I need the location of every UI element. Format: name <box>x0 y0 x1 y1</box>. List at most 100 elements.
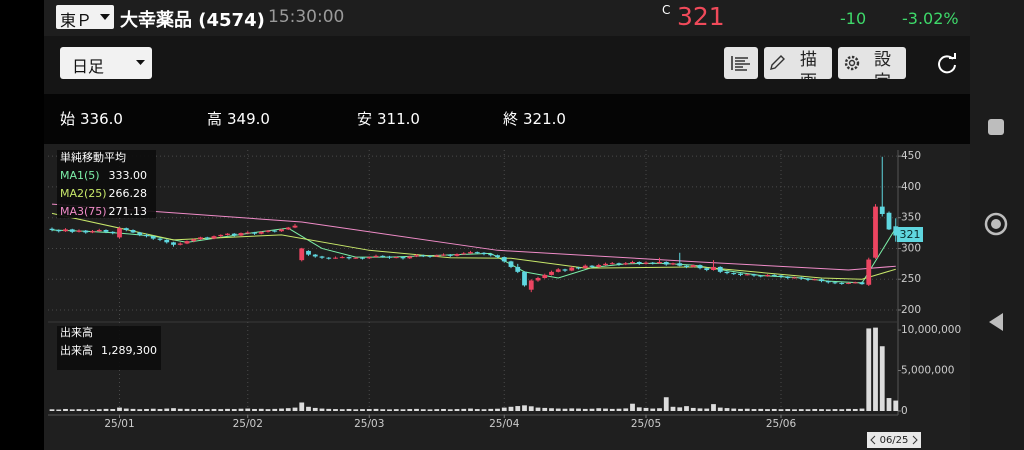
volume-bar <box>663 397 669 411</box>
x-tick-label: 25/06 <box>766 418 797 430</box>
x-tick-label: 25/03 <box>354 418 384 430</box>
y-tick-label: 300 <box>901 242 921 254</box>
candle-body <box>245 232 251 234</box>
candle-body <box>380 255 386 257</box>
volume-legend-box <box>57 326 161 370</box>
candle-body <box>420 255 426 257</box>
volume-bar <box>785 409 791 411</box>
chart-area <box>44 144 970 450</box>
candle-body <box>859 282 865 285</box>
volume-bar <box>555 408 561 411</box>
volume-bar <box>157 409 163 411</box>
candle-body <box>825 281 831 283</box>
market-select[interactable]: 東Ｐ <box>56 5 114 30</box>
candle-body <box>191 239 197 242</box>
candle-body <box>731 273 737 275</box>
volume-bar <box>414 408 419 411</box>
price-change-pct: -3.02% <box>902 9 959 28</box>
ohlc-item: 安 311.0 <box>357 108 420 129</box>
candle-body <box>562 269 568 271</box>
volume-bar <box>751 409 757 411</box>
volume-bar <box>177 408 183 411</box>
volume-bar <box>285 408 291 411</box>
volume-bar <box>83 409 89 411</box>
candle-body <box>225 233 230 235</box>
volume-bar <box>839 409 845 411</box>
ohlc-label: 始 <box>60 110 76 128</box>
volume-bar <box>549 408 554 411</box>
volume-bar <box>427 409 433 411</box>
candle-body <box>339 257 345 259</box>
candle-body <box>272 230 278 232</box>
candle-body <box>690 265 696 267</box>
candle-body <box>704 268 710 270</box>
volume-bar <box>758 408 764 411</box>
candle-body <box>387 256 392 258</box>
candle-body <box>427 255 433 257</box>
volume-bar <box>198 409 203 411</box>
candle-body <box>184 241 190 244</box>
candle-body <box>758 275 764 277</box>
volume-bar <box>454 409 460 411</box>
volume-bar <box>832 409 838 411</box>
candle-body <box>231 233 237 236</box>
settings-button[interactable]: 設定 <box>838 47 906 79</box>
cursor-date-box[interactable] <box>867 432 921 448</box>
volume-bar <box>144 408 149 411</box>
ma-legend-title: 単純移動平均 <box>60 150 126 164</box>
y-tick-label: 350 <box>901 212 921 224</box>
volume-bar <box>738 408 743 411</box>
volume-bar <box>879 346 885 411</box>
candle-body <box>771 274 777 276</box>
candle-body <box>819 279 824 282</box>
candle-body <box>279 229 284 232</box>
draw-button[interactable]: 描画 <box>764 47 832 79</box>
volume-bar <box>792 409 797 411</box>
candle-body <box>582 265 588 269</box>
candle-body <box>697 265 703 269</box>
candle-body <box>299 248 305 261</box>
candle-body <box>393 257 399 259</box>
volume-bar <box>569 408 575 411</box>
volume-bar <box>873 327 878 411</box>
candle-body <box>785 276 791 278</box>
volume-bar <box>731 408 737 411</box>
candle-body <box>711 266 716 270</box>
refresh-button[interactable] <box>936 53 958 75</box>
candle-body <box>778 275 784 277</box>
ohlc-label: 高 <box>207 110 223 128</box>
candle-body <box>117 228 122 238</box>
volume-bar <box>90 409 95 411</box>
candle-body <box>569 267 575 271</box>
ohlc-bar <box>44 94 970 144</box>
candle-body <box>643 262 649 264</box>
indicator-button[interactable] <box>724 47 758 79</box>
candle-body <box>103 230 109 232</box>
cursor-next[interactable] <box>912 435 918 445</box>
volume-bar <box>711 404 716 411</box>
y-tick-label: 250 <box>901 273 921 285</box>
candle-body <box>407 256 413 259</box>
candle-body <box>555 269 561 272</box>
volume-bar <box>886 398 892 411</box>
home-button[interactable] <box>984 212 1008 236</box>
draw-label: 描画 <box>800 50 817 79</box>
volume-bar <box>697 408 703 411</box>
volume-bar <box>218 409 224 411</box>
candle-body <box>501 257 507 262</box>
candle-body <box>886 212 892 230</box>
cursor-prev[interactable] <box>870 435 876 445</box>
volume-bar <box>576 408 581 411</box>
recents-button[interactable] <box>988 119 1004 135</box>
candle-body <box>738 273 743 275</box>
interval-select[interactable]: 日足 <box>60 47 152 79</box>
volume-bar <box>117 407 122 411</box>
back-button[interactable] <box>989 313 1003 331</box>
volume-bar <box>846 408 851 411</box>
candle-body <box>603 263 608 266</box>
volume-bar <box>825 409 831 411</box>
candle-body <box>616 263 622 265</box>
candle-body <box>171 242 176 245</box>
candle-body <box>49 228 55 230</box>
